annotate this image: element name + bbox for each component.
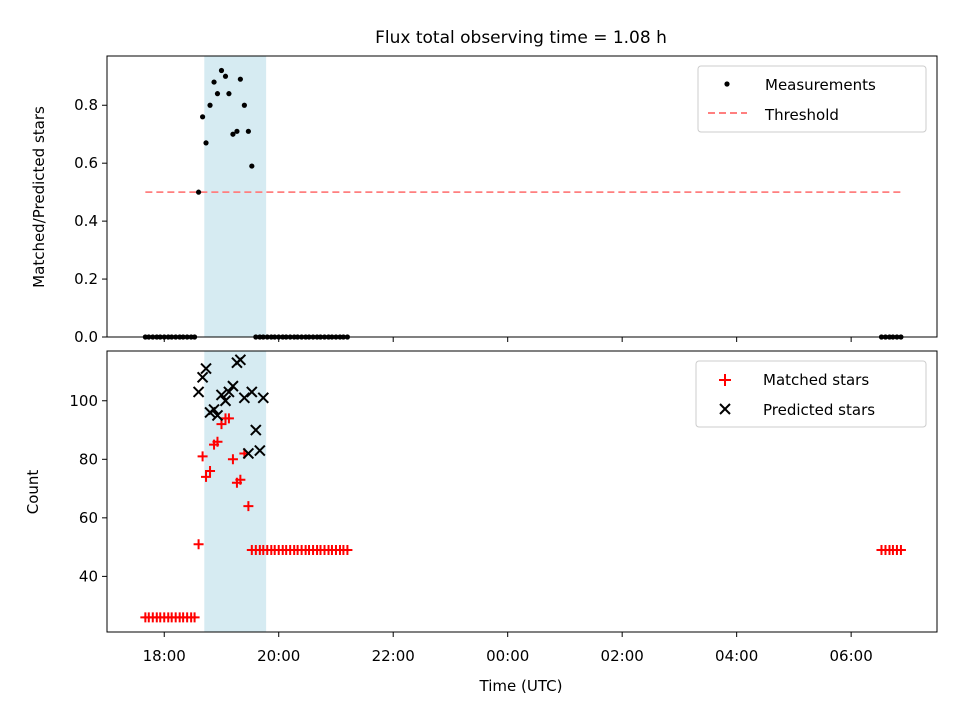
top-x-ticks	[163, 337, 852, 342]
x-axis-label: Time (UTC)	[479, 677, 563, 695]
measurement-point	[234, 128, 240, 134]
x-tick-label: 22:00	[372, 647, 415, 665]
predicted-star-point	[223, 386, 235, 398]
predicted-star-point	[211, 409, 224, 422]
top-legend: Measurements Threshold	[697, 65, 927, 133]
x-tick-label: 06:00	[830, 647, 873, 665]
x-tick-label: 04:00	[715, 647, 758, 665]
matched-star-point	[243, 501, 254, 512]
top-axes-frame	[106, 55, 938, 338]
y-tick-label: 0.6	[74, 154, 98, 172]
predicted-star-point	[200, 362, 212, 375]
matched-star-point	[201, 471, 212, 482]
matched-star-point	[189, 612, 200, 623]
matched-star-point	[227, 454, 238, 465]
bottom-y-axis-label: Count	[24, 470, 42, 515]
predicted-star-point	[219, 395, 232, 407]
legend-marker-predicted	[719, 403, 731, 415]
bottom-axes-frame	[106, 350, 938, 633]
top-highlight-span	[204, 56, 267, 337]
top-panel: 0.00.20.40.60.8 Matched/Predicted stars …	[30, 55, 938, 346]
predicted-star-point	[215, 389, 228, 401]
count-points	[140, 354, 906, 623]
measurement-point	[203, 140, 209, 146]
x-tick-label: 18:00	[143, 647, 186, 665]
legend-label-matched: Matched stars	[763, 371, 869, 389]
x-tick-label: 02:00	[601, 647, 644, 665]
matched-star-point	[197, 451, 208, 462]
x-tick-label: 20:00	[257, 647, 300, 665]
matched-star-point	[193, 539, 204, 550]
measurement-point	[241, 102, 247, 108]
measurement-point	[195, 189, 202, 195]
predicted-star-point	[238, 392, 251, 404]
legend-label-measurements: Measurements	[765, 76, 876, 94]
measurement-point	[214, 91, 221, 97]
y-tick-label: 0.4	[74, 212, 98, 230]
y-tick-label: 0.2	[74, 270, 98, 288]
matched-star-point	[212, 436, 223, 447]
measurement-point	[199, 114, 206, 120]
matched-star-point	[205, 466, 216, 477]
measurement-point	[226, 91, 232, 97]
measurement-point	[245, 128, 251, 134]
x-tick-label: 00:00	[486, 647, 529, 665]
bottom-y-ticks: 40 60 80 100	[69, 392, 107, 585]
predicted-star-point	[208, 403, 220, 416]
y-tick-label: 40	[79, 567, 98, 585]
y-tick-label: 80	[79, 450, 98, 468]
predicted-star-point	[246, 386, 258, 398]
measurement-point	[222, 73, 229, 79]
predicted-star-point	[192, 386, 205, 398]
legend-marker-measurements	[724, 81, 730, 87]
legend-box	[697, 65, 927, 133]
top-y-ticks: 0.0 0.2 0.4 0.6 0.8	[74, 96, 107, 346]
top-y-axis-label: Matched/Predicted stars	[30, 106, 48, 288]
measurement-point	[249, 163, 255, 169]
predicted-star-point	[242, 447, 255, 460]
measurement-point	[211, 79, 217, 85]
bottom-legend: Matched stars Predicted stars	[695, 360, 927, 428]
predicted-star-point	[254, 444, 266, 457]
matched-star-point	[895, 545, 906, 556]
measurement-point	[207, 102, 213, 108]
predicted-star-point	[234, 354, 247, 366]
y-tick-label: 0.0	[74, 328, 98, 346]
legend-label-predicted: Predicted stars	[763, 401, 875, 419]
y-tick-label: 100	[69, 392, 98, 410]
legend-box	[695, 360, 927, 428]
predicted-star-point	[196, 371, 209, 384]
matched-star-point	[216, 419, 227, 430]
matched-star-point	[342, 545, 353, 556]
bottom-highlight-span	[204, 351, 267, 632]
matched-star-point	[235, 474, 246, 485]
bottom-panel: 40 60 80 100 18:00 20:00 22:00 00:00 02:00 04:00…	[24, 350, 938, 665]
bottom-x-ticks: 18:00 20:00 22:00 00:00 02:00 04:00 06:00	[143, 632, 873, 665]
chart-title: Flux total observing time = 1.08 h	[375, 28, 667, 48]
legend-label-threshold: Threshold	[764, 106, 839, 124]
legend-marker-matched	[719, 374, 731, 386]
y-tick-label: 60	[79, 509, 98, 527]
predicted-star-point	[257, 392, 269, 404]
measurement-point	[218, 67, 225, 74]
measurement-point	[237, 76, 243, 82]
y-tick-label: 0.8	[74, 96, 98, 114]
predicted-star-point	[250, 424, 262, 436]
predicted-star-point	[227, 380, 239, 392]
matched-star-point	[223, 413, 234, 424]
measurement-point	[230, 131, 236, 137]
